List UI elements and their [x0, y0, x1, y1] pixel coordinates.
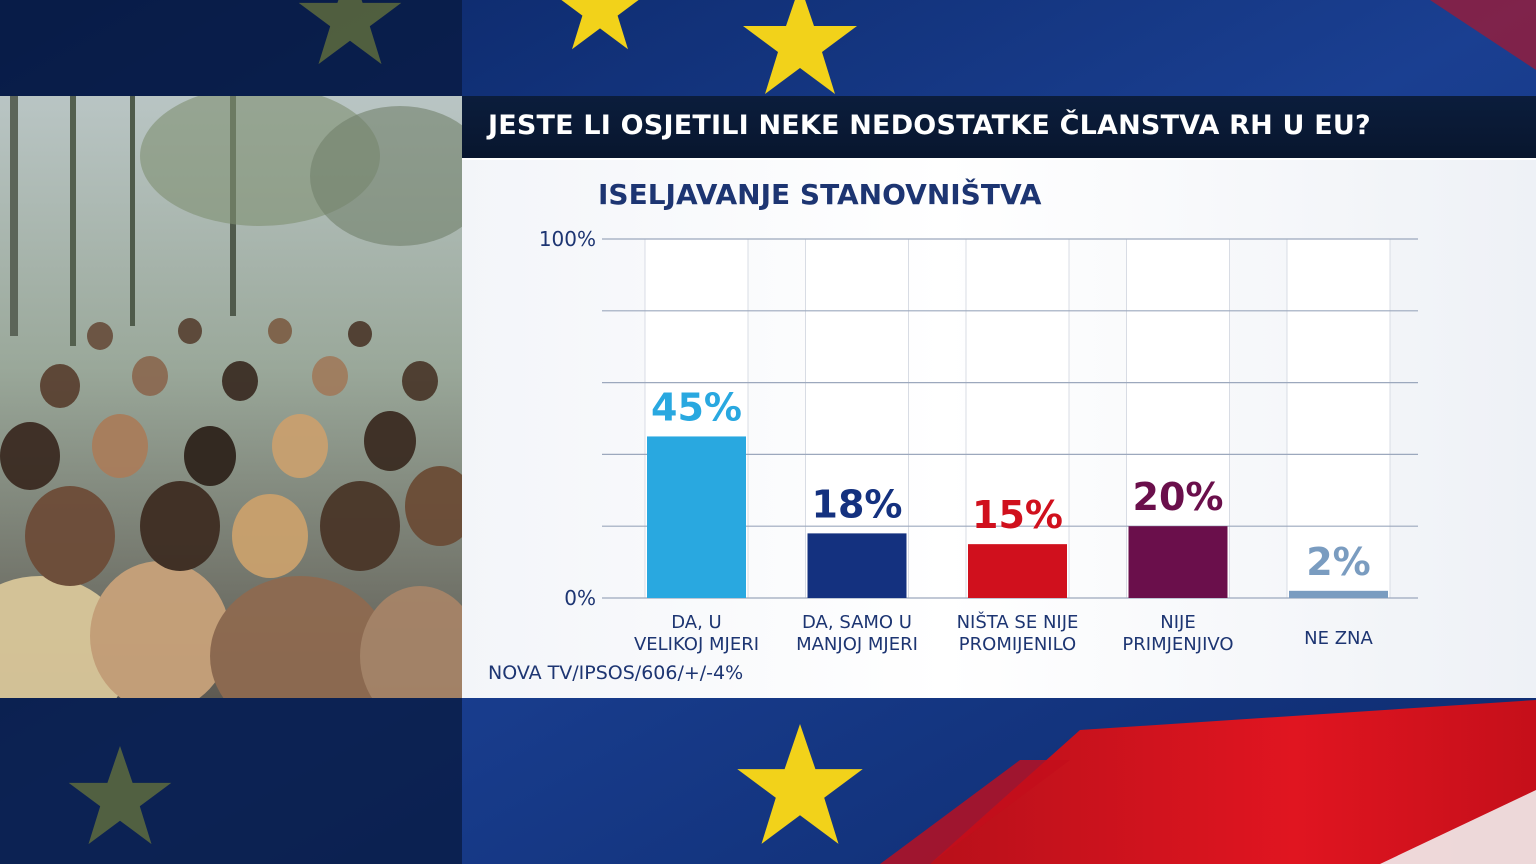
value-label: 18% [812, 482, 903, 526]
bar [647, 436, 746, 598]
source-note: NOVA TV/IPSOS/606/+/-4% [488, 662, 744, 684]
question-title: JESTE LI OSJETILI NEKE NEDOSTATKE ČLANST… [488, 110, 1371, 141]
title-bar: JESTE LI OSJETILI NEKE NEDOSTATKE ČLANST… [462, 96, 1536, 160]
bar [807, 533, 907, 598]
bar [1289, 590, 1388, 598]
category-label: NIJE [1160, 612, 1195, 633]
y-tick-label: 0% [564, 586, 596, 610]
category-label: NE ZNA [1304, 628, 1373, 649]
value-label: 2% [1306, 540, 1371, 584]
category-label: NIŠTA SE NIJE [957, 611, 1079, 633]
category-label: VELIKOJ MJERI [634, 634, 759, 655]
bar-track [965, 238, 1070, 599]
crowd-photo [0, 96, 462, 698]
value-label: 20% [1133, 475, 1224, 519]
y-tick-label: 100% [539, 227, 596, 251]
chart-title: ISELJAVANJE STANOVNIŠTVA [598, 178, 1042, 211]
bar [1128, 526, 1228, 598]
category-label: DA, SAMO U [802, 612, 912, 633]
bar [968, 544, 1067, 598]
category-label: DA, U [671, 612, 721, 633]
category-label: MANJOJ MJERI [796, 634, 918, 655]
category-label: PROMIJENILO [959, 634, 1076, 655]
category-label: PRIMJENJIVO [1122, 634, 1233, 655]
value-label: 15% [972, 493, 1063, 537]
value-label: 45% [651, 385, 742, 429]
